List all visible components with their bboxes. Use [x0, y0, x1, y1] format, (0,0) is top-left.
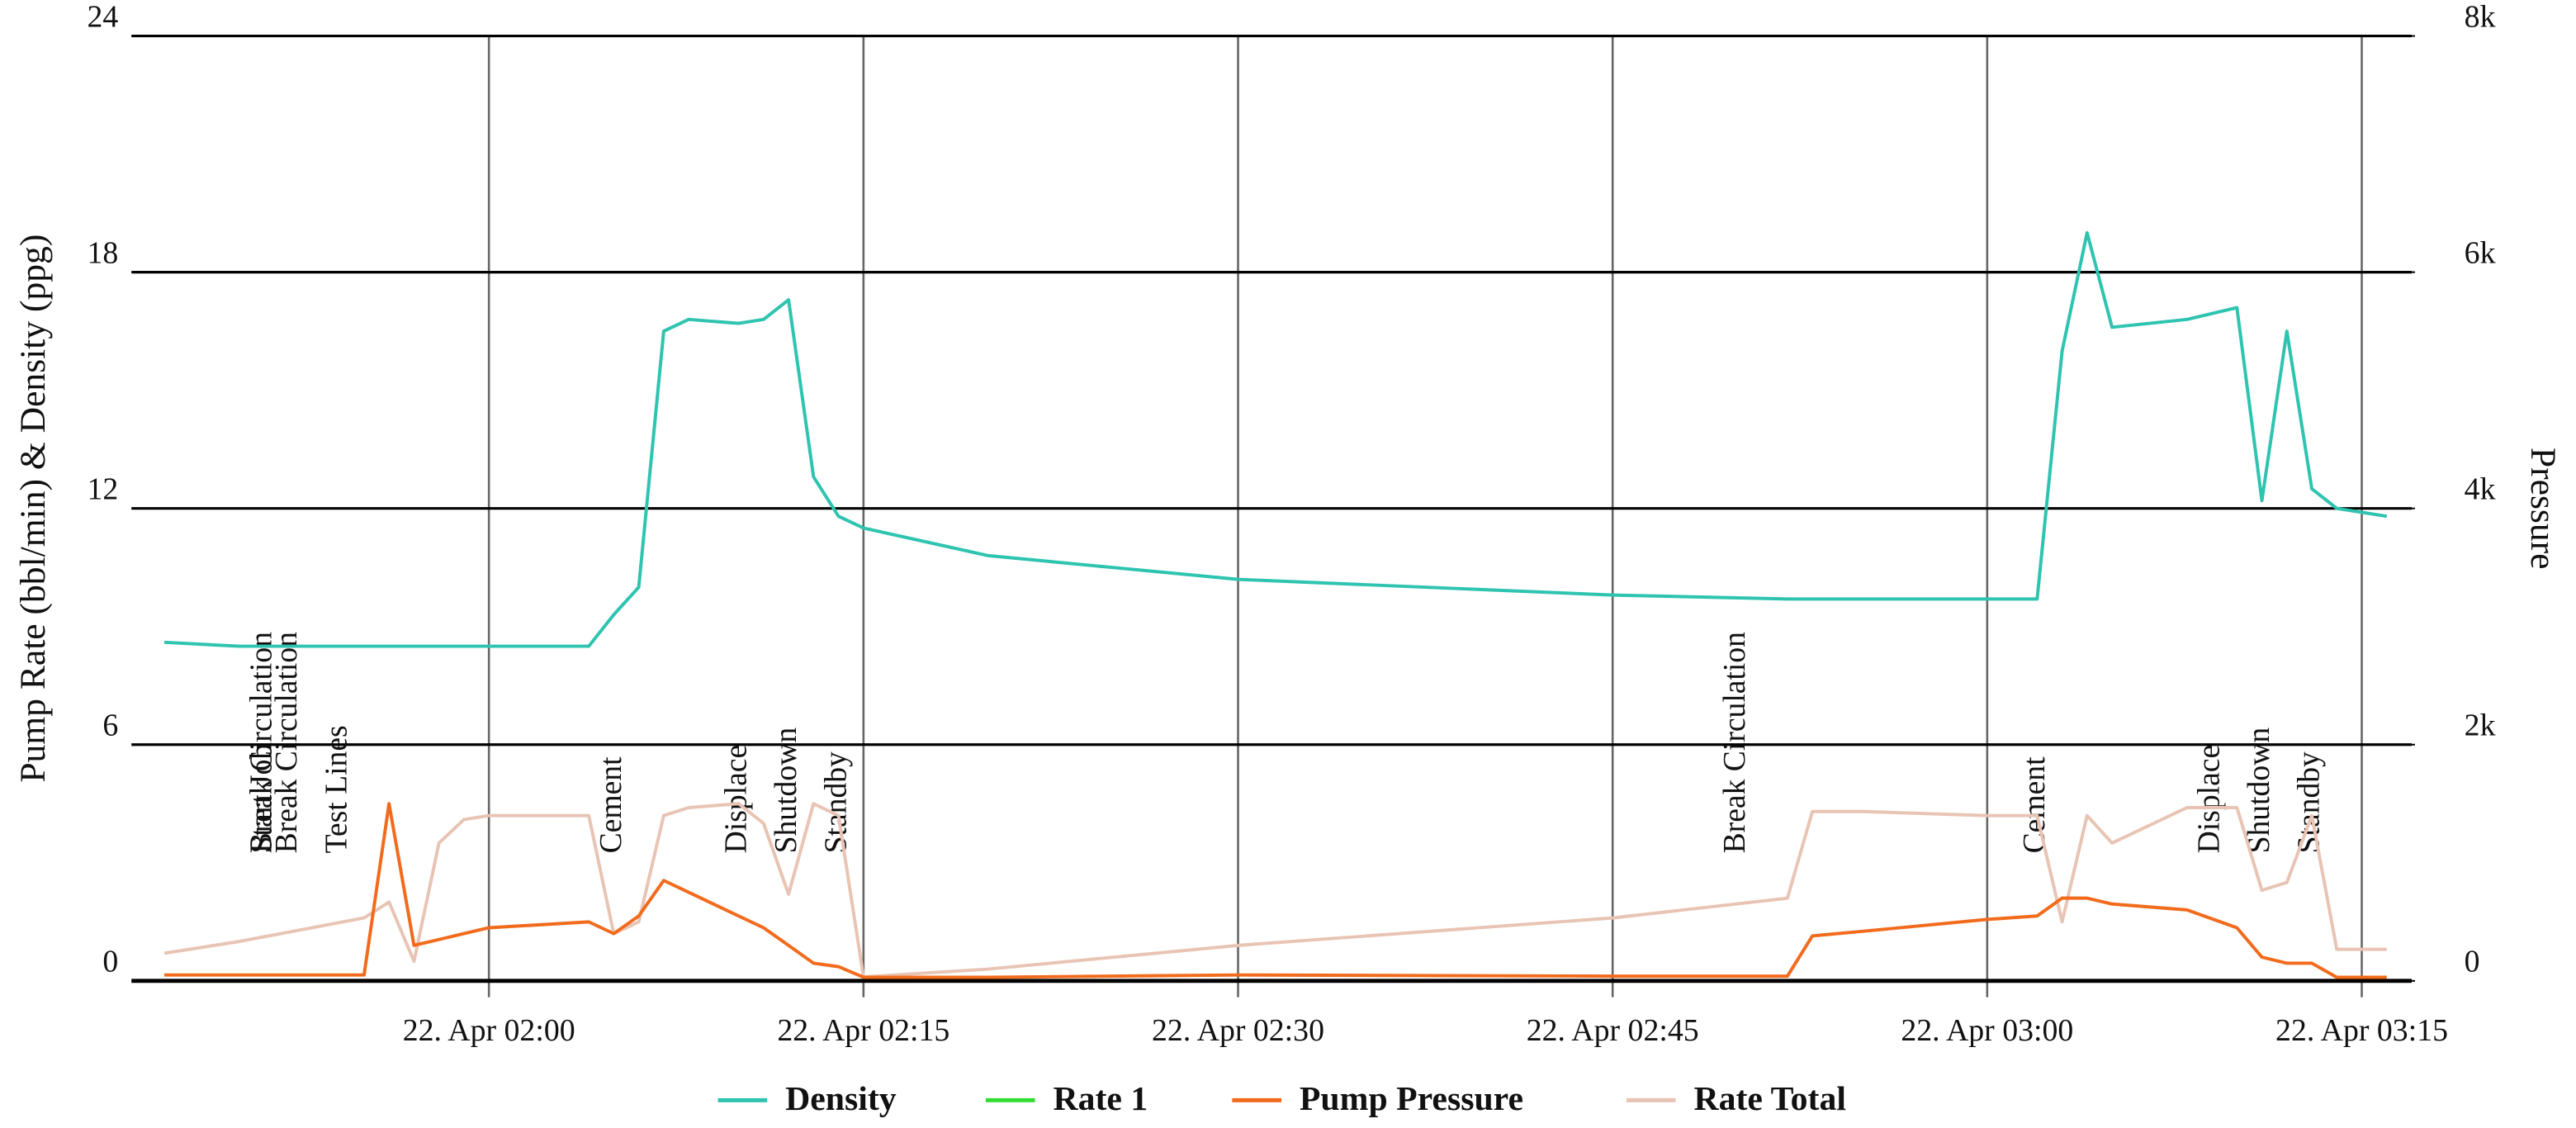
annotation: Displace [2192, 745, 2227, 854]
annotation: Displace [718, 745, 753, 854]
annotation: Test Lines [319, 725, 353, 853]
x-tick-label: 22. Apr 03:15 [2275, 1013, 2448, 1048]
series-line [163, 802, 2387, 979]
x-tick-label: 22. Apr 02:00 [403, 1013, 575, 1048]
y-tick-label: 12 [87, 472, 118, 507]
series-line [163, 802, 2387, 979]
y-tick-label: 6 [102, 709, 118, 743]
annotation: Break Circulation [269, 632, 304, 854]
legend-label: Rate 1 [1053, 1080, 1148, 1118]
y2-axis-label: Pressure [2523, 448, 2563, 570]
annotation: Cement [2017, 756, 2052, 853]
series-line [163, 230, 2388, 648]
y2-tick-label: 2k [2465, 709, 2496, 743]
legend-label: Rate Total [1693, 1080, 1845, 1118]
y2-tick-label: 0 [2465, 945, 2480, 979]
annotation: Shutdown [2242, 728, 2276, 854]
annotation: Cement [594, 756, 628, 853]
y-tick-label: 0 [102, 945, 118, 979]
x-tick-label: 22. Apr 03:00 [1901, 1013, 2073, 1048]
annotation: Break Circulation [1717, 632, 1752, 854]
annotation: Standby [2292, 751, 2327, 853]
x-tick-label: 22. Apr 02:30 [1152, 1013, 1324, 1048]
y-axis-label: Pump Rate (bbl/min) & Density (ppg) [13, 235, 53, 783]
legend-label: Density [785, 1080, 897, 1118]
x-tick-label: 22. Apr 02:15 [777, 1013, 949, 1048]
y-tick-label: 18 [87, 236, 118, 271]
y-tick-label: 24 [87, 0, 118, 34]
annotation: Break Circulation [244, 632, 279, 854]
y2-tick-label: 8k [2465, 0, 2496, 34]
y2-tick-label: 6k [2465, 236, 2496, 271]
legend-label: Pump Pressure [1300, 1080, 1523, 1118]
annotation: Shutdown [769, 728, 803, 854]
y2-tick-label: 4k [2465, 472, 2496, 507]
annotation: Start Job [244, 744, 279, 854]
x-tick-label: 22. Apr 02:45 [1527, 1013, 1699, 1048]
annotation: Standby [818, 751, 853, 853]
